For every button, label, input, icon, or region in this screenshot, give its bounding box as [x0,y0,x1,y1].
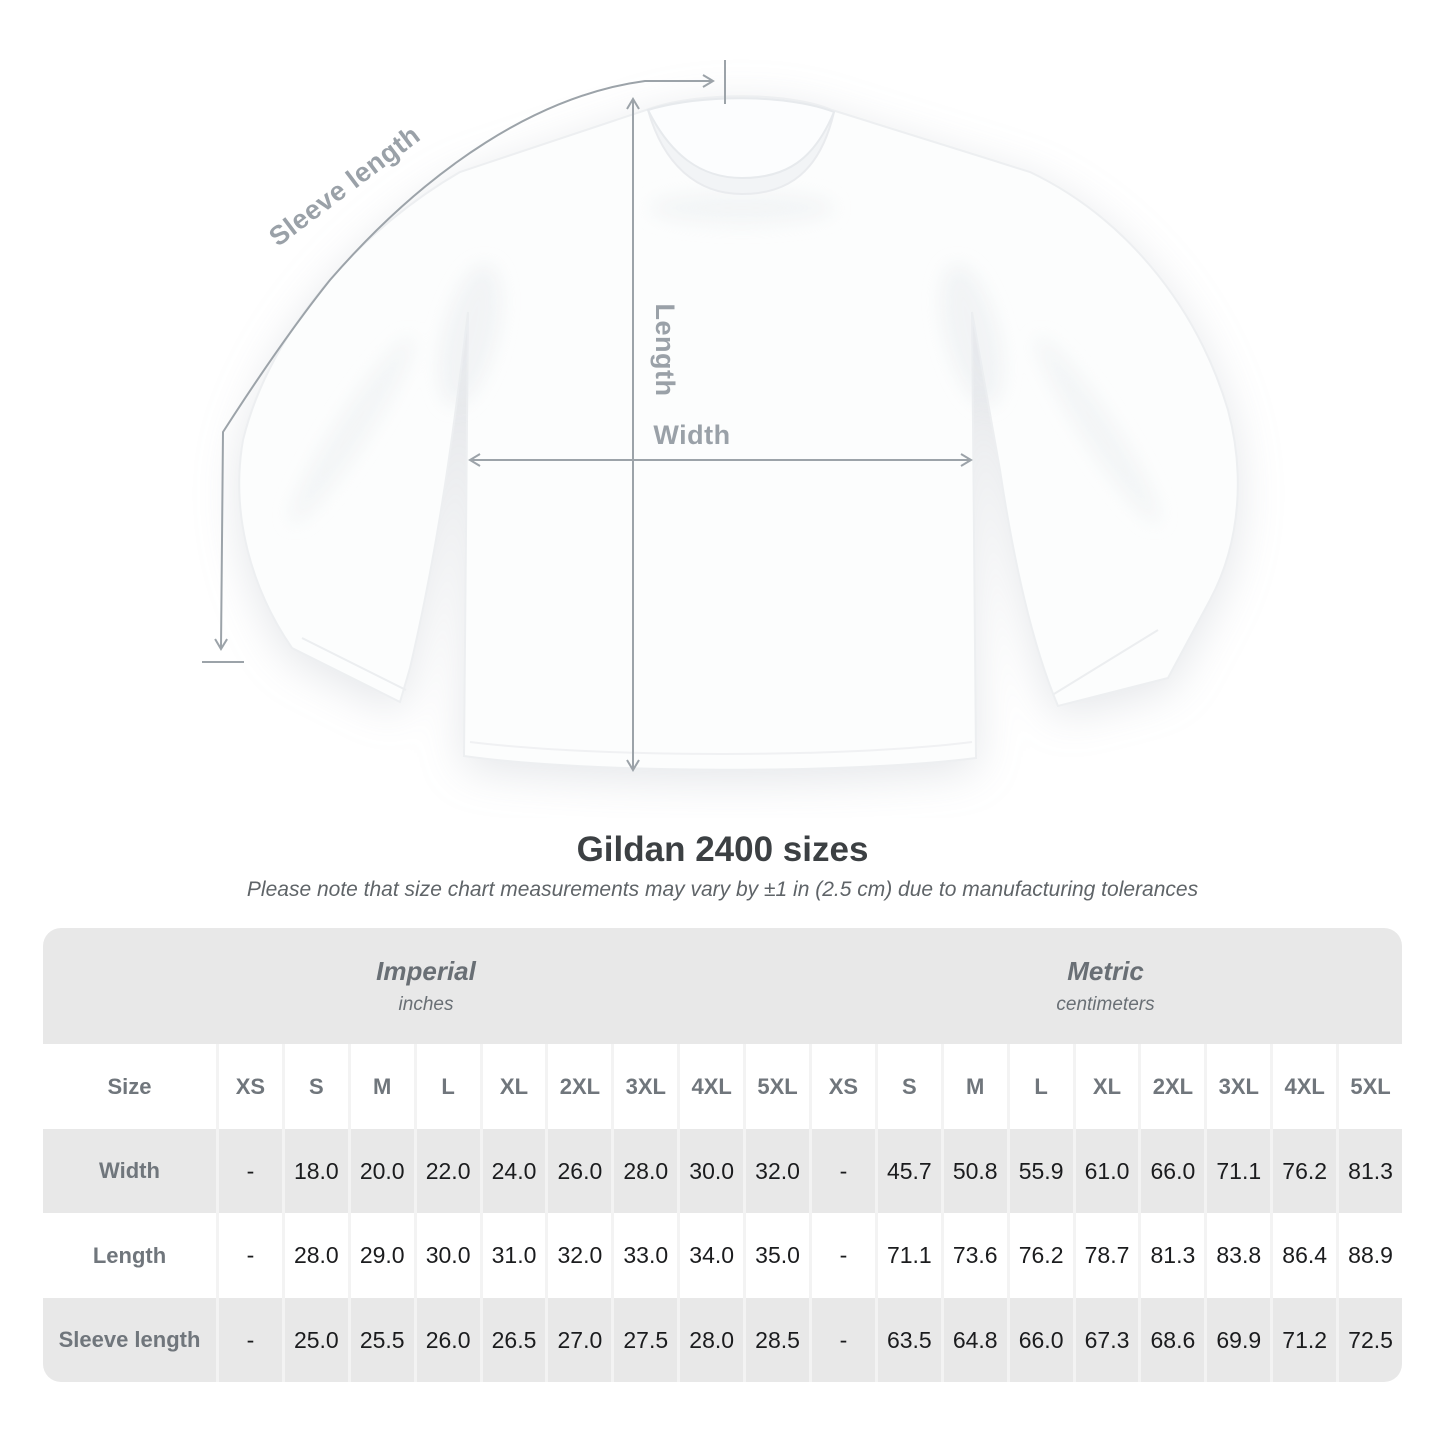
page-title: Gildan 2400 sizes [576,830,869,869]
table-cell: - [216,1129,282,1213]
table-cell: 86.4 [1270,1213,1336,1298]
table-row-sleeve-length: Sleeve length - 25.0 25.5 26.0 26.5 27.0… [43,1298,1402,1382]
tolerance-note: Please note that size chart measurements… [246,878,1199,901]
size-header-metric-4xl: 4XL [1270,1044,1336,1129]
table-cell: 63.5 [874,1298,941,1382]
metric-group-title: Metric [1067,956,1144,986]
imperial-group-header: Imperial inches [43,928,809,1044]
table-cell: 61.0 [1072,1129,1139,1213]
size-header-metric-xs: XS [808,1044,875,1129]
table-cell: 50.8 [940,1129,1007,1213]
width-arrow: Width [468,420,973,467]
table-cell: 81.3 [1336,1129,1402,1213]
hem-seam [469,741,973,755]
table-cell: - [808,1129,875,1213]
size-header-imperial-xl: XL [479,1044,546,1129]
table-cell: 69.9 [1204,1298,1270,1382]
size-header-metric-3xl: 3XL [1204,1044,1270,1129]
size-header-imperial-m: M [347,1044,414,1129]
table-row-width: Width - 18.0 20.0 22.0 24.0 26.0 28.0 30… [43,1129,1402,1213]
size-header-imperial-4xl: 4XL [677,1044,743,1129]
table-cell: 31.0 [479,1213,546,1298]
length-label: Length [650,304,680,397]
size-header-imperial-xs: XS [216,1044,282,1129]
table-cell: 34.0 [677,1213,743,1298]
table-cell: 71.1 [1204,1129,1270,1213]
table-cell: 20.0 [347,1129,414,1213]
table-cell: 30.0 [413,1213,480,1298]
table-cell: 76.2 [1270,1129,1336,1213]
table-cell: 71.2 [1270,1298,1336,1382]
table-cell: 33.0 [611,1213,677,1298]
shirt-diagram-svg: Sleeve length Length Width [202,60,1239,772]
table-cell: 45.7 [874,1129,941,1213]
table-cell: 28.0 [677,1298,743,1382]
table-cell: 67.3 [1072,1298,1139,1382]
table-cell: 68.6 [1138,1298,1204,1382]
imperial-group-title: Imperial [376,956,476,986]
table-cell: - [808,1298,875,1382]
size-header-imperial-l: L [413,1044,480,1129]
table-cell: 27.0 [545,1298,611,1382]
table-cell: 28.5 [743,1298,809,1382]
size-header-metric-l: L [1006,1044,1073,1129]
table-cell: - [216,1298,282,1382]
size-header-row: Size XS S M L XL 2XL 3XL 4XL 5XL XS S M … [43,1044,1402,1129]
table-cell: 24.0 [479,1129,546,1213]
row-label-length: Length [92,1242,167,1268]
unit-system-band: Imperial inches Metric centimeters [43,928,1402,1044]
table-cell: 64.8 [940,1298,1007,1382]
table-cell: 71.1 [874,1213,941,1298]
table-cell: - [216,1213,282,1298]
table-cell: 29.0 [347,1213,414,1298]
size-chart-table: Imperial inches Metric centimeters Size … [43,928,1402,1382]
table-row-length: Length - 28.0 29.0 30.0 31.0 32.0 33.0 3… [43,1213,1402,1298]
table-cell: 26.0 [545,1129,611,1213]
length-arrow: Length [626,97,680,772]
size-header-metric-m: M [940,1044,1007,1129]
table-cell: 32.0 [545,1213,611,1298]
table-cell: 76.2 [1006,1213,1073,1298]
size-header-imperial-3xl: 3XL [611,1044,677,1129]
table-cell: 78.7 [1072,1213,1139,1298]
size-header-metric-s: S [874,1044,941,1129]
metric-group-header: Metric centimeters [809,928,1402,1044]
imperial-group-unit: inches [398,994,454,1015]
size-header-metric-5xl: 5XL [1336,1044,1402,1129]
metric-group-unit: centimeters [1056,994,1155,1015]
size-header-metric-xl: XL [1072,1044,1139,1129]
table-cell: 66.0 [1006,1298,1073,1382]
shirt-measurement-diagram: Sleeve length Length Width [202,60,1239,772]
table-cell: 81.3 [1138,1213,1204,1298]
table-cell: 32.0 [743,1129,809,1213]
width-label: Width [653,420,730,450]
table-cell: 28.0 [281,1213,348,1298]
table-cell: 18.0 [281,1129,348,1213]
table-cell: 72.5 [1336,1298,1402,1382]
table-cell: 22.0 [413,1129,480,1213]
size-header-imperial-s: S [281,1044,348,1129]
table-cell: 83.8 [1204,1213,1270,1298]
table-cell: 25.0 [281,1298,348,1382]
table-cell: 25.5 [347,1298,414,1382]
table-cell: 30.0 [677,1129,743,1213]
table-cell: 35.0 [743,1213,809,1298]
row-label-sleeve-length: Sleeve length [58,1327,201,1352]
table-cell: - [808,1213,875,1298]
table-cell: 55.9 [1006,1129,1073,1213]
table-cell: 28.0 [611,1129,677,1213]
right-cuff-seam [1053,629,1159,695]
table-cell: 26.0 [413,1298,480,1382]
size-header-metric-2xl: 2XL [1138,1044,1204,1129]
row-label-width: Width [99,1158,160,1183]
table-cell: 27.5 [611,1298,677,1382]
size-column-header: Size [107,1073,152,1099]
size-header-imperial-5xl: 5XL [743,1044,809,1129]
size-header-imperial-2xl: 2XL [545,1044,611,1129]
long-sleeve-shirt-illustration [238,95,1239,771]
table-cell: 26.5 [479,1298,546,1382]
table-cell: 66.0 [1138,1129,1204,1213]
table-cell: 73.6 [940,1213,1007,1298]
table-cell: 88.9 [1336,1213,1402,1298]
